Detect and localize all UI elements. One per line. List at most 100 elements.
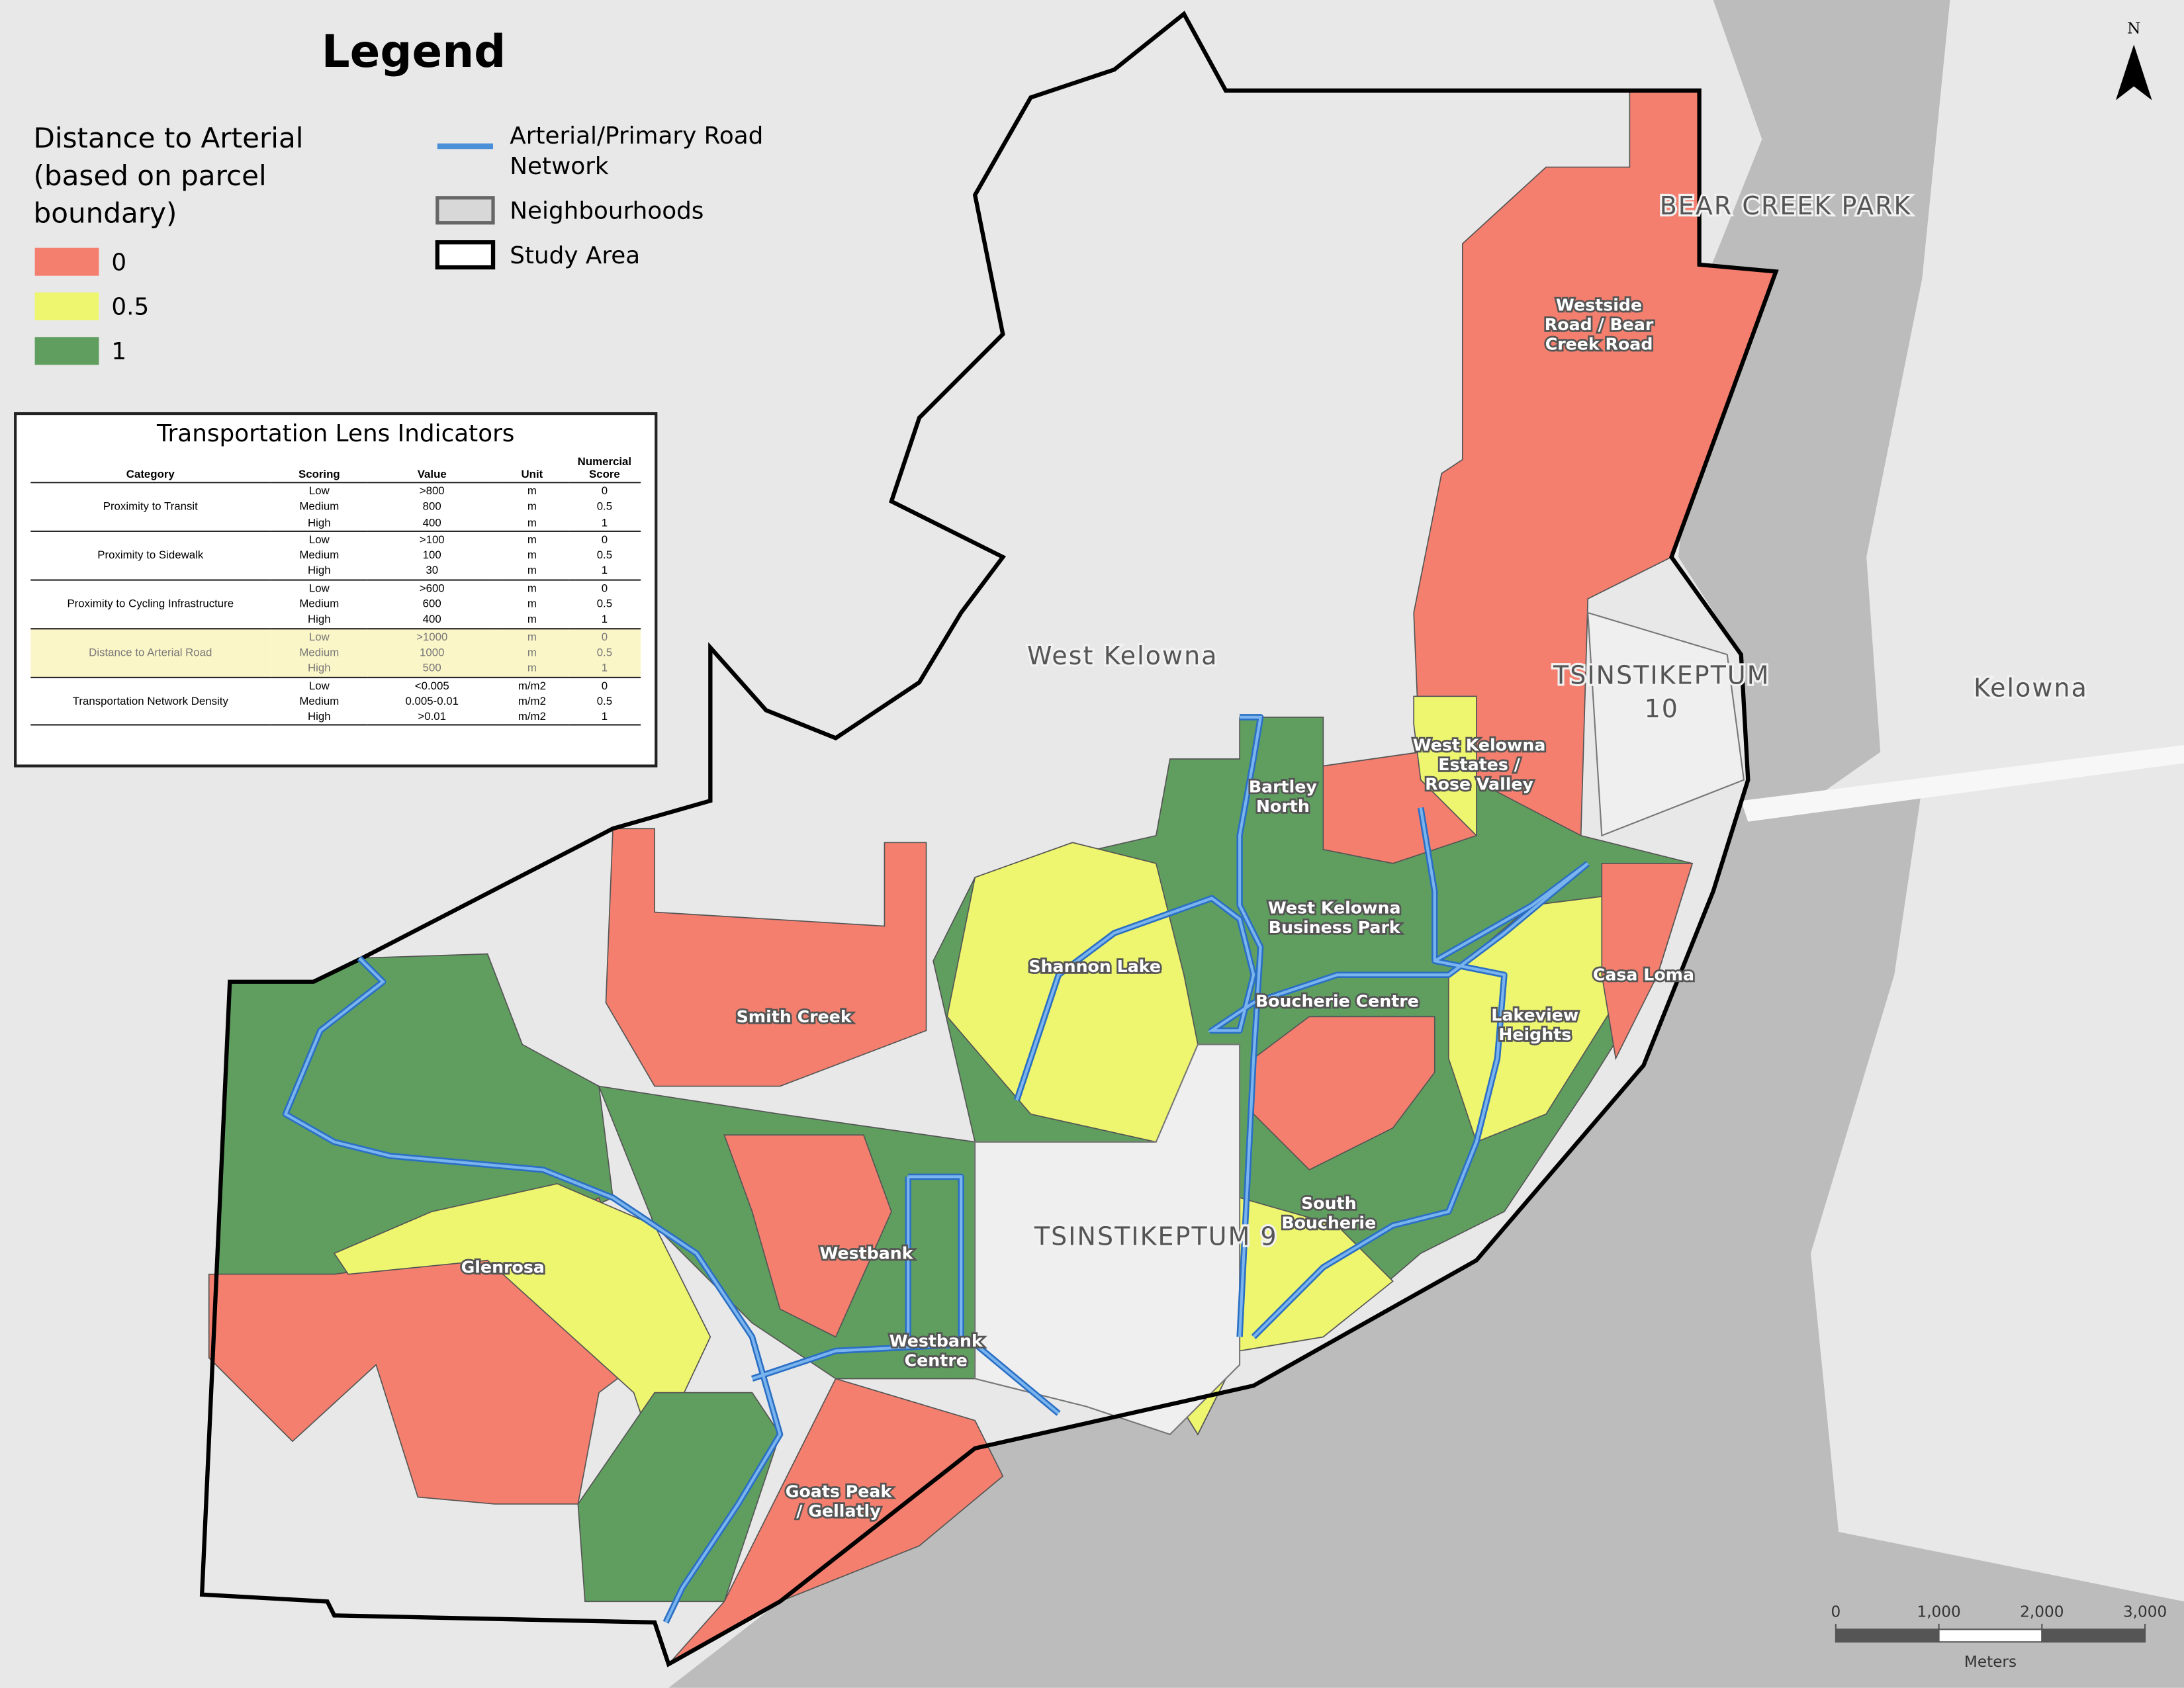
legend-heading: Distance to Arterial (based on parcel boun… xyxy=(34,122,304,230)
table-cell: 100 xyxy=(422,549,441,562)
place-label-line: Lakeview xyxy=(1491,1006,1578,1025)
place-label-line: Casa Loma xyxy=(1593,965,1694,985)
place-label-line: West Kelowna xyxy=(1268,899,1401,918)
scale-tick-label: 3,000 xyxy=(2123,1603,2167,1621)
place-label: West Kelowna xyxy=(1027,641,1218,670)
table-cell: m/m2 xyxy=(518,710,546,723)
table-cell: 400 xyxy=(422,613,441,626)
table-cell: High xyxy=(270,660,369,677)
legend-heading-line: boundary) xyxy=(34,197,177,230)
place-label-line: Bartley xyxy=(1249,777,1317,797)
zone xyxy=(1413,695,1477,837)
table-group: Transportation Network Density Low <0.005 m… xyxy=(30,677,641,726)
legend: Legend Distance to Arterial (based on par… xyxy=(34,25,764,365)
neighbourhood-zones xyxy=(208,89,1777,1665)
table-cell: m xyxy=(527,613,537,626)
place-label-line: Glenrosa xyxy=(461,1258,545,1277)
table-cell: 0 xyxy=(601,679,608,692)
indicator-table: Transportation Lens Indicators Category S… xyxy=(14,412,658,768)
table-cell: Medium xyxy=(299,549,340,562)
layer-label: Network xyxy=(510,153,609,180)
place-label-line: TSINSTIKEPTUM xyxy=(1553,660,1770,689)
place-label-line: Goats Peak xyxy=(786,1482,893,1501)
zone xyxy=(605,828,927,1087)
table-cell: m xyxy=(496,660,569,677)
legend-title: Legend xyxy=(322,25,506,77)
place-label-line: Kelowna xyxy=(1974,673,2088,702)
table-cell: Medium xyxy=(299,598,340,610)
table-cell: m xyxy=(527,549,537,562)
table-row: Medium 0.005-0.01 m/m2 0.5 xyxy=(30,693,641,709)
table-cell: 1 xyxy=(601,564,608,578)
north-arrow: N xyxy=(2115,21,2152,101)
table-cell: 1000 xyxy=(368,644,496,661)
category-cell: Proximity to Cycling Infrastructure xyxy=(67,598,234,610)
north-label: N xyxy=(2127,21,2140,38)
lake xyxy=(668,0,2184,1688)
table-cell: 600 xyxy=(422,598,441,610)
table-cell: 0 xyxy=(601,582,608,595)
table-cell: Low xyxy=(270,628,369,645)
place-label-line: Westbank xyxy=(889,1331,983,1351)
table-cell: m/m2 xyxy=(518,679,546,692)
table-title: Transportation Lens Indicators xyxy=(156,420,515,449)
table-cell: >600 xyxy=(419,582,445,595)
place-label-line: South xyxy=(1301,1194,1357,1213)
table-cell: 30 xyxy=(426,564,439,578)
scale-tick-label: 2,000 xyxy=(2020,1603,2064,1621)
zone xyxy=(1601,863,1694,1061)
table-cell: 1 xyxy=(568,660,641,677)
table-row: High 500 m 1 xyxy=(30,660,641,677)
table-cell: Low xyxy=(308,533,330,546)
place-label-line: 10 xyxy=(1645,694,1679,723)
table-cell: 400 xyxy=(422,515,441,529)
table-cell: m xyxy=(496,644,569,661)
table-cell: High xyxy=(307,564,331,578)
column-header: Unit xyxy=(496,454,569,484)
place-label: West Kelowna Estates / Rose Valley xyxy=(1413,735,1546,793)
category-cell: Distance to Arterial Road xyxy=(30,628,271,677)
place-label: TSINSTIKEPTUM 9 xyxy=(1034,1222,1278,1251)
table-cell: High xyxy=(307,515,331,529)
place-label: Smith Creek xyxy=(737,1007,852,1026)
neighbourhood-swatch xyxy=(435,196,495,225)
table-cell: 0 xyxy=(601,533,608,546)
table-row: Proximity to Transit Low >800 m 0 xyxy=(30,482,641,513)
class-label: 0 xyxy=(111,249,126,276)
table-cell: m/m2 xyxy=(518,694,546,707)
layer-label: Arterial/Primary Road xyxy=(510,122,763,150)
layer-label: Study Area xyxy=(510,242,640,269)
reserve xyxy=(1587,611,1745,837)
place-label-line: Westbank xyxy=(820,1244,914,1263)
table-group: Distance to Arterial Road Low >1000 m 0 Mediu… xyxy=(30,628,641,677)
table-cell: Medium xyxy=(299,500,340,513)
table: Category Scoring Value Unit Numercial Score P… xyxy=(30,454,641,726)
place-label: Boucherie Centre xyxy=(1255,992,1419,1011)
category-cell: Proximity to Sidewalk xyxy=(97,549,204,562)
class-swatch xyxy=(34,292,99,321)
study-area-swatch xyxy=(435,240,496,270)
table-cell: >1000 xyxy=(368,628,496,645)
table-row: Medium 1000 m 0.5 xyxy=(30,644,641,661)
table-row: Medium 800 m 0.5 xyxy=(30,499,641,515)
table-cell: 1 xyxy=(601,613,608,626)
north-symbol xyxy=(2115,44,2152,101)
place-label: Westbank xyxy=(820,1244,914,1263)
place-label: Westside Road / Bear Creek Road xyxy=(1545,295,1654,353)
table-cell: High xyxy=(307,613,331,626)
table-cell: 0.5 xyxy=(596,598,613,610)
place-label: Bartley North xyxy=(1249,777,1317,816)
scale-tick-label: 0 xyxy=(1831,1603,1841,1621)
place-label-line: Road / Bear xyxy=(1545,315,1654,334)
place-label-line: Westside xyxy=(1556,295,1642,314)
place-label-line: Rose Valley xyxy=(1425,774,1533,793)
place-label: Kelowna xyxy=(1974,673,2088,702)
place-label: Glenrosa xyxy=(461,1258,545,1277)
place-label-line: Creek Road xyxy=(1545,334,1653,353)
table-cell: 800 xyxy=(422,500,441,513)
table-cell: 0.5 xyxy=(596,500,613,513)
layer-label: Neighbourhoods xyxy=(510,197,704,224)
table-cell: m xyxy=(527,533,537,546)
table-group: Proximity to Transit Low >800 m 0 Medium 800 m 0… xyxy=(30,482,641,531)
legend-layers: Arterial/Primary Road Network Neighbourhoo… xyxy=(510,122,763,269)
